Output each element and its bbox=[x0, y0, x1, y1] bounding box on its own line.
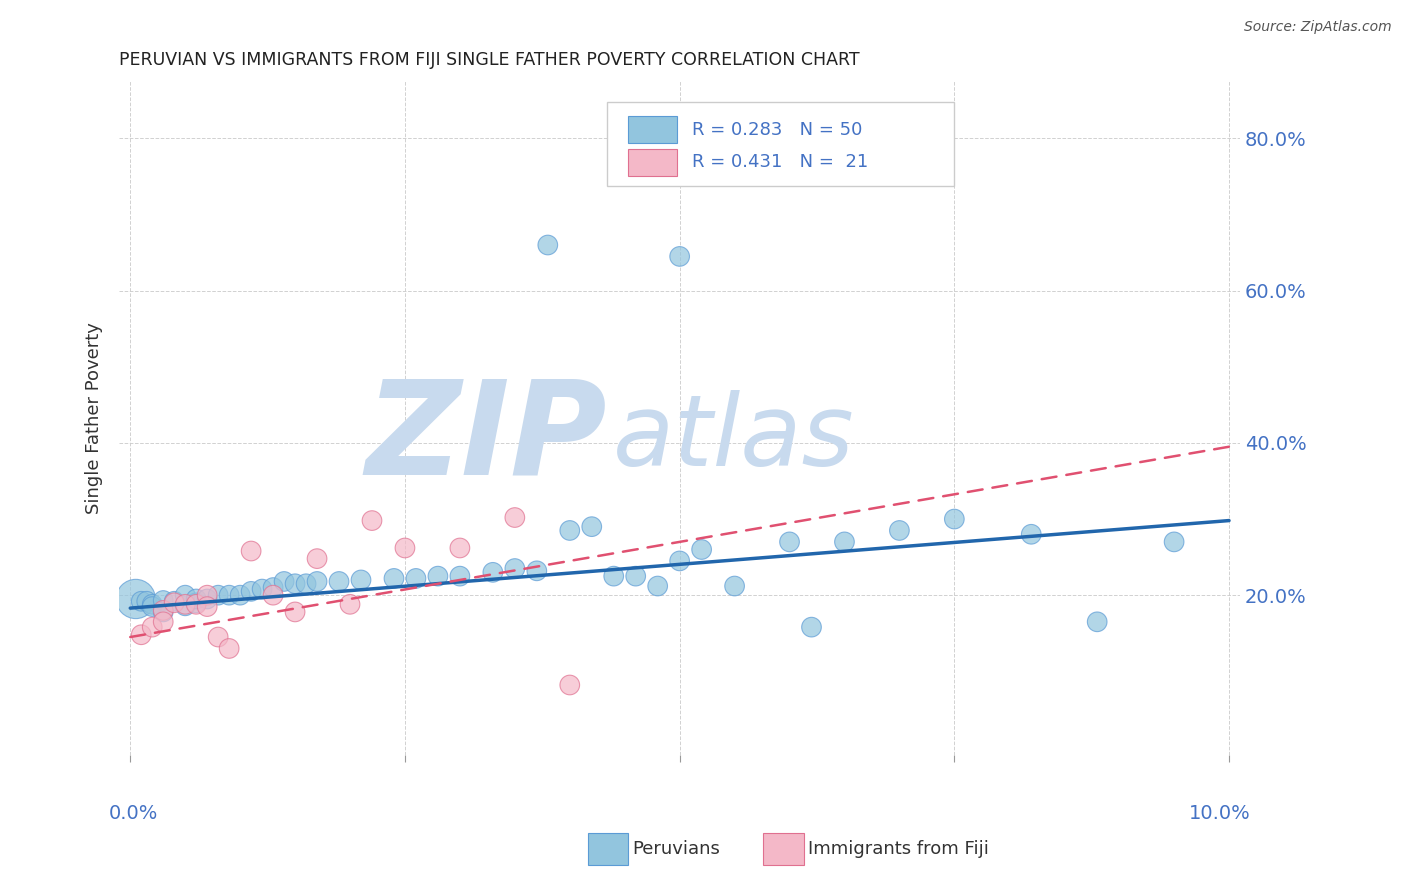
FancyBboxPatch shape bbox=[628, 116, 678, 144]
FancyBboxPatch shape bbox=[607, 102, 955, 186]
Point bbox=[668, 249, 690, 263]
Point bbox=[339, 597, 361, 611]
Point bbox=[394, 541, 416, 555]
Point bbox=[186, 591, 208, 606]
Point bbox=[152, 593, 174, 607]
Point bbox=[305, 574, 328, 589]
Point bbox=[482, 566, 505, 580]
FancyBboxPatch shape bbox=[628, 149, 678, 176]
Text: R = 0.431   N =  21: R = 0.431 N = 21 bbox=[692, 153, 869, 171]
Point bbox=[449, 569, 471, 583]
Point bbox=[207, 630, 229, 644]
Point bbox=[262, 588, 284, 602]
Point bbox=[273, 574, 295, 589]
Point bbox=[558, 678, 581, 692]
Point bbox=[449, 541, 471, 555]
Text: 10.0%: 10.0% bbox=[1189, 804, 1251, 822]
Point bbox=[503, 561, 526, 575]
Point bbox=[163, 596, 186, 610]
Point bbox=[1163, 534, 1185, 549]
Point bbox=[581, 519, 603, 533]
Point bbox=[174, 599, 197, 613]
Point bbox=[186, 596, 208, 610]
Text: Source: ZipAtlas.com: Source: ZipAtlas.com bbox=[1244, 20, 1392, 34]
Point bbox=[163, 594, 186, 608]
Text: R = 0.283   N = 50: R = 0.283 N = 50 bbox=[692, 120, 862, 139]
Point bbox=[240, 544, 263, 558]
Text: PERUVIAN VS IMMIGRANTS FROM FIJI SINGLE FATHER POVERTY CORRELATION CHART: PERUVIAN VS IMMIGRANTS FROM FIJI SINGLE … bbox=[120, 51, 860, 69]
Point bbox=[361, 514, 384, 528]
Point bbox=[537, 238, 560, 252]
Point bbox=[558, 524, 581, 538]
Point bbox=[195, 591, 218, 606]
Point bbox=[1019, 527, 1042, 541]
Point bbox=[152, 615, 174, 629]
Point bbox=[889, 524, 911, 538]
Point bbox=[405, 571, 427, 585]
Text: Peruvians: Peruvians bbox=[633, 840, 721, 858]
Point bbox=[186, 597, 208, 611]
Point bbox=[195, 588, 218, 602]
Point bbox=[207, 588, 229, 602]
Point bbox=[723, 579, 745, 593]
Point bbox=[141, 620, 163, 634]
Point bbox=[1085, 615, 1108, 629]
Point bbox=[240, 584, 263, 599]
Point bbox=[603, 569, 626, 583]
Point bbox=[284, 605, 307, 619]
Point bbox=[426, 569, 449, 583]
Point bbox=[229, 588, 252, 602]
Text: atlas: atlas bbox=[613, 390, 853, 487]
Point bbox=[218, 641, 240, 656]
Point bbox=[135, 594, 157, 608]
Point bbox=[195, 599, 218, 614]
Point bbox=[262, 581, 284, 595]
Point bbox=[624, 569, 647, 583]
Point bbox=[526, 564, 548, 578]
Point bbox=[141, 599, 163, 614]
Point bbox=[295, 576, 318, 591]
Point bbox=[779, 534, 801, 549]
Point bbox=[218, 588, 240, 602]
Point bbox=[668, 554, 690, 568]
Point bbox=[800, 620, 823, 634]
Point bbox=[152, 603, 174, 617]
Point bbox=[647, 579, 669, 593]
Point bbox=[129, 628, 152, 642]
Point bbox=[350, 573, 373, 587]
Point bbox=[250, 582, 273, 596]
Y-axis label: Single Father Poverty: Single Father Poverty bbox=[86, 322, 103, 514]
Point bbox=[382, 571, 405, 585]
Text: ZIP: ZIP bbox=[366, 375, 607, 502]
Point bbox=[503, 510, 526, 524]
Point bbox=[152, 605, 174, 619]
Point bbox=[141, 597, 163, 611]
Text: 0.0%: 0.0% bbox=[108, 804, 157, 822]
Point bbox=[834, 534, 856, 549]
Point bbox=[125, 591, 148, 606]
Point bbox=[174, 588, 197, 602]
Point bbox=[328, 574, 350, 589]
Point bbox=[284, 576, 307, 591]
Point bbox=[305, 551, 328, 566]
Point bbox=[129, 594, 152, 608]
Point bbox=[690, 542, 713, 557]
Point bbox=[174, 597, 197, 611]
Text: Immigrants from Fiji: Immigrants from Fiji bbox=[808, 840, 990, 858]
Point bbox=[943, 512, 966, 526]
